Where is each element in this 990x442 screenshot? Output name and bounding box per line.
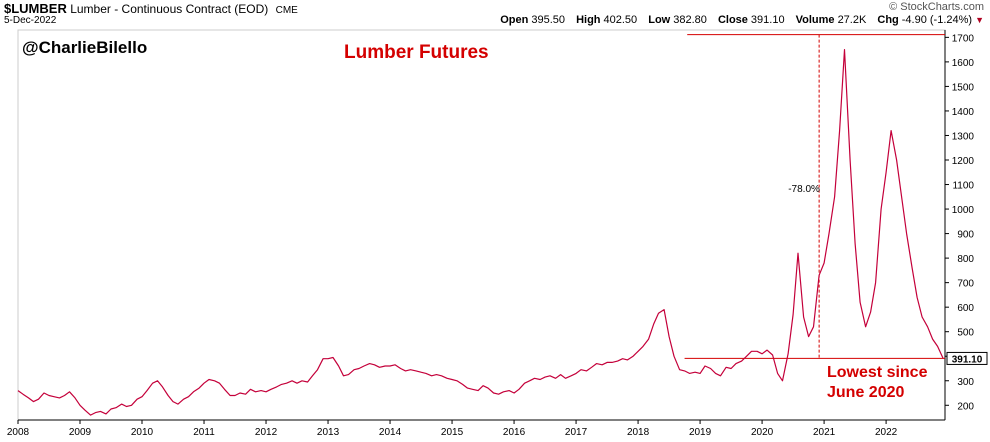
y-tick-label: 800 bbox=[957, 254, 974, 265]
lumber-price-line bbox=[17, 49, 944, 416]
volume-value: 27.2K bbox=[837, 14, 867, 26]
x-tick-label: 2020 bbox=[751, 427, 774, 438]
close-value: 391.10 bbox=[750, 14, 785, 26]
x-tick-label: 2015 bbox=[441, 427, 464, 438]
low-note: Lowest since June 2020 bbox=[827, 363, 927, 403]
quote-bar: Open 395.50 High 402.50 Low 382.80 Close 391… bbox=[492, 14, 984, 26]
y-tick-label: 500 bbox=[957, 328, 974, 339]
high-value: 402.50 bbox=[603, 14, 638, 26]
last-value-label: 391.10 bbox=[952, 354, 983, 365]
chg-label: Chg bbox=[877, 14, 899, 26]
x-tick-label: 2016 bbox=[503, 427, 526, 438]
y-tick-label: 1100 bbox=[952, 181, 974, 192]
x-tick-label: 2019 bbox=[689, 427, 712, 438]
y-tick-label: 200 bbox=[957, 401, 974, 412]
y-tick-label: 1300 bbox=[952, 131, 975, 142]
ticker-symbol: $LUMBER bbox=[4, 1, 67, 16]
chart-header: $LUMBER Lumber - Continuous Contract (EO… bbox=[0, 0, 990, 28]
x-tick-label: 2012 bbox=[255, 427, 278, 438]
last-value-box bbox=[946, 351, 988, 365]
open-label: Open bbox=[500, 14, 529, 26]
as-of-date: 5-Dec-2022 bbox=[4, 15, 57, 26]
y-tick-label: 1700 bbox=[952, 33, 975, 44]
close-label: Close bbox=[717, 14, 748, 26]
y-tick-label: 900 bbox=[957, 230, 974, 241]
x-tick-label: 2022 bbox=[875, 427, 898, 438]
low-value: 382.80 bbox=[673, 14, 707, 26]
x-tick-label: 2013 bbox=[317, 427, 340, 438]
y-tick-label: 1200 bbox=[952, 156, 975, 167]
x-tick-label: 2009 bbox=[69, 427, 92, 438]
y-tick-label: 1600 bbox=[952, 58, 975, 69]
y-tick-label: 1000 bbox=[952, 205, 975, 216]
chg-value: -4.90 (-1.24%) bbox=[901, 14, 973, 26]
volume-label: Volume bbox=[795, 14, 835, 26]
symbol-line: $LUMBER Lumber - Continuous Contract (EO… bbox=[4, 1, 298, 16]
x-tick-label: 2008 bbox=[7, 427, 30, 438]
down-arrow-icon: ▼ bbox=[975, 15, 984, 25]
x-tick-label: 2017 bbox=[565, 427, 588, 438]
plot-frame bbox=[17, 29, 946, 421]
open-value: 395.50 bbox=[531, 14, 565, 26]
chart-title: Lumber Futures bbox=[344, 42, 489, 63]
x-tick-label: 2018 bbox=[627, 427, 650, 438]
author-watermark: @CharlieBilello bbox=[22, 38, 148, 57]
low-note-line1: Lowest since bbox=[827, 364, 928, 381]
y-tick-label: 600 bbox=[957, 303, 974, 314]
drawdown-label: -78.0% bbox=[788, 184, 820, 195]
y-tick-label: 1500 bbox=[952, 82, 975, 93]
low-note-line2: June 2020 bbox=[827, 384, 905, 401]
source-credit: © StockCharts.com bbox=[889, 1, 984, 13]
x-tick-label: 2021 bbox=[813, 427, 836, 438]
y-tick-label: 700 bbox=[957, 279, 974, 290]
x-tick-label: 2010 bbox=[131, 427, 154, 438]
instrument-name: Lumber - Continuous Contract (EOD) bbox=[70, 2, 269, 16]
y-tick-label: 300 bbox=[957, 377, 974, 388]
high-label: High bbox=[576, 14, 601, 26]
low-label: Low bbox=[648, 14, 671, 26]
exchange-label: CME bbox=[275, 5, 298, 16]
x-tick-label: 2011 bbox=[193, 427, 215, 438]
x-tick-label: 2014 bbox=[379, 427, 402, 438]
y-tick-label: 1400 bbox=[952, 107, 975, 118]
